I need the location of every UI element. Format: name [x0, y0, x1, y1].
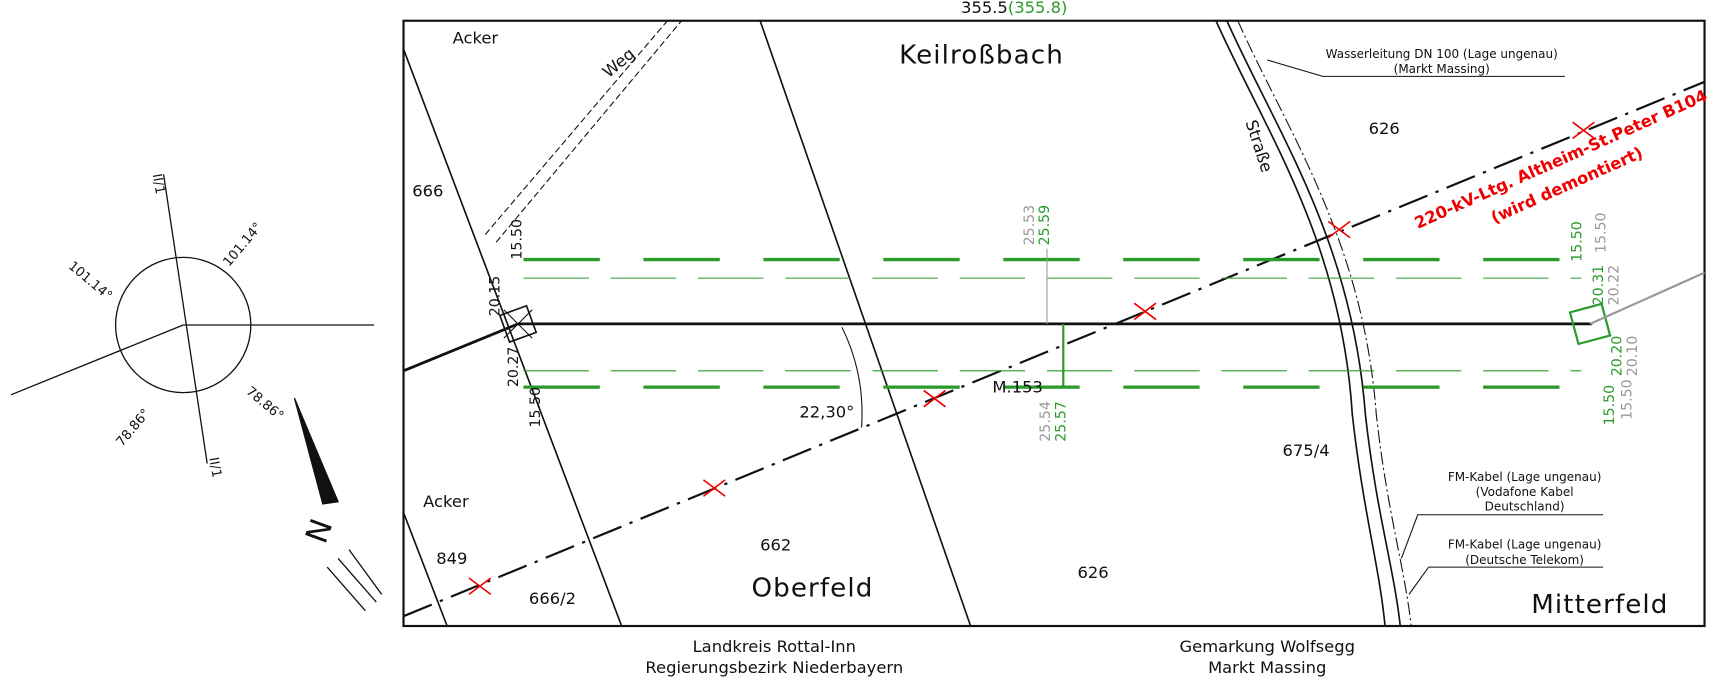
field: Weg: [599, 44, 639, 81]
note: Deutschland): [1485, 499, 1565, 513]
dim: 20.27: [506, 347, 522, 388]
notes: Wasserleitung DN 100 (Lage ungenau) (Mar…: [1326, 47, 1602, 567]
note: Wasserleitung DN 100 (Lage ungenau): [1326, 47, 1558, 61]
compass-labels: 101.14° 101.14° 78.86° 78.86° II/1 II/1 …: [65, 173, 340, 548]
footer-line: Landkreis Rottal-Inn: [693, 637, 856, 656]
page: 355.5(355.8) Acker Acker Keilroßbach Obe…: [0, 0, 1710, 686]
dim: (355.8): [1008, 0, 1068, 17]
marker: M.153: [992, 378, 1043, 397]
field: Acker: [423, 492, 469, 511]
dim: 15.50: [1569, 221, 1585, 262]
dim: 15.50: [1602, 385, 1618, 426]
dim: 15.50: [1619, 379, 1635, 420]
dim: 20.15: [487, 276, 503, 317]
dim: 15.50: [1593, 212, 1609, 253]
note: (Vodafone Kabel: [1476, 485, 1574, 499]
dim: 20.31: [1591, 265, 1607, 306]
angle: 22,30°: [799, 403, 854, 422]
axis: II/1: [205, 456, 223, 479]
parcel: 626: [1369, 119, 1400, 138]
note: FM-Kabel (Lage ungenau): [1448, 470, 1602, 484]
parcel: 675/4: [1283, 441, 1330, 460]
plan: 355.5(355.8) Acker Acker Keilroßbach Obe…: [0, 0, 1710, 686]
parcel: 662: [760, 536, 791, 555]
angle: 78.86°: [243, 384, 286, 424]
powerline-label: 220-kV-Ltg. Altheim-St.Peter B104: [1412, 86, 1710, 233]
axis: II/1: [149, 173, 167, 196]
parcel: 849: [436, 549, 467, 568]
dim: 25.53: [1022, 205, 1038, 246]
field: Keilroßbach: [899, 40, 1064, 70]
dim: 25.54: [1038, 401, 1054, 442]
note: (Deutsche Telekom): [1465, 553, 1584, 567]
dim: 15.50: [528, 387, 544, 428]
footer-line: Markt Massing: [1208, 658, 1326, 677]
dim: 20.10: [1625, 336, 1641, 377]
note: (Markt Massing): [1394, 62, 1490, 76]
field: Straße: [1242, 118, 1277, 175]
note: FM-Kabel (Lage ungenau): [1448, 538, 1602, 552]
top-dim: 355.5(355.8): [961, 0, 1067, 17]
dim: 355.5: [961, 0, 1008, 17]
dim: 20.20: [1610, 336, 1626, 377]
field: Oberfeld: [751, 574, 873, 604]
dim: 20.22: [1606, 265, 1622, 306]
angle: 78.86°: [114, 406, 154, 449]
field: Mitterfeld: [1531, 590, 1668, 620]
footer: Landkreis Rottal-Inn Regierungsbezirk Ni…: [645, 637, 1355, 677]
dim: 25.57: [1053, 401, 1069, 442]
angle: 101.14°: [65, 259, 115, 304]
dim: 25.59: [1037, 205, 1053, 246]
green-lines: [523, 249, 1704, 388]
parcel: 666/2: [529, 589, 576, 608]
footer-line: Regierungsbezirk Niederbayern: [645, 658, 903, 677]
linework: [404, 21, 1705, 626]
angle: 101.14°: [221, 220, 266, 270]
north: N: [300, 515, 341, 548]
parcel: 666: [412, 181, 443, 200]
footer-line: Gemarkung Wolfsegg: [1180, 637, 1355, 656]
dim: 15.50: [509, 219, 525, 260]
parcel: 626: [1077, 563, 1108, 582]
field: Acker: [453, 29, 499, 48]
